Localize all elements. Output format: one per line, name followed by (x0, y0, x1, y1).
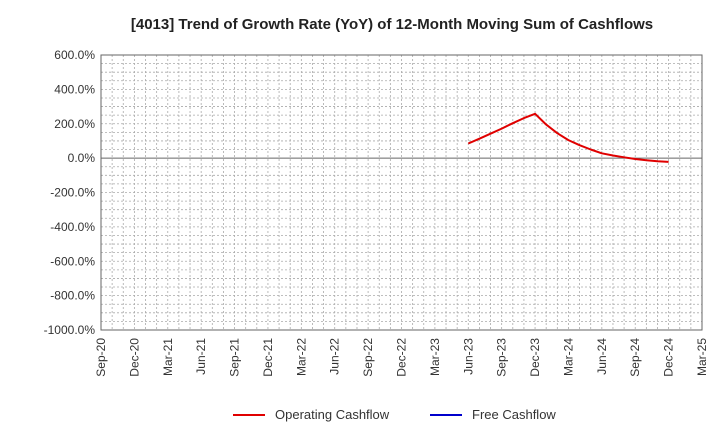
y-tick-label: -1000.0% (44, 323, 96, 337)
plot-area: 600.0% 400.0% 200.0% 0.0% -200.0% -400.0% -600… (44, 48, 709, 377)
y-tick-label: -200.0% (50, 186, 95, 200)
x-tick-label: Sep-22 (361, 338, 375, 377)
x-tick-label: Mar-25 (695, 338, 709, 376)
x-tick-label: Mar-24 (561, 338, 575, 376)
y-tick-label: -800.0% (50, 289, 95, 303)
legend: Operating Cashflow Free Cashflow (233, 407, 556, 422)
plot-border (100, 54, 703, 331)
x-tick-label: Sep-24 (628, 338, 642, 377)
y-tick-label: 200.0% (54, 117, 95, 131)
x-tick-label: Dec-22 (395, 338, 409, 377)
x-tick-label: Mar-22 (294, 338, 308, 376)
y-tick-label: -600.0% (50, 254, 95, 268)
y-tick-label: 400.0% (54, 82, 95, 96)
x-tick-label: Sep-23 (495, 338, 509, 377)
x-tick-label: Sep-20 (94, 338, 108, 377)
x-tick-label: Jun-24 (595, 338, 609, 375)
x-tick-label: Dec-24 (662, 338, 676, 377)
x-tick-label: Jun-22 (328, 338, 342, 375)
y-tick-label: -400.0% (50, 220, 95, 234)
y-tick-label: 600.0% (54, 48, 95, 62)
y-tick-label: 0.0% (68, 151, 96, 165)
x-tick-label: Mar-21 (161, 338, 175, 376)
x-tick-label: Dec-21 (261, 338, 275, 377)
series-line-operating-cashflow (467, 112, 669, 163)
x-tick-label: Sep-21 (228, 338, 242, 377)
x-tick-label: Mar-23 (428, 338, 442, 376)
x-tick-label: Jun-23 (461, 338, 475, 375)
x-tick-label: Dec-20 (127, 338, 141, 377)
legend-label: Free Cashflow (472, 407, 556, 422)
legend-label: Operating Cashflow (275, 407, 390, 422)
x-tick-label: Jun-21 (194, 338, 208, 375)
chart-title: [4013] Trend of Growth Rate (YoY) of 12-… (131, 16, 653, 33)
x-tick-label: Dec-23 (528, 338, 542, 377)
